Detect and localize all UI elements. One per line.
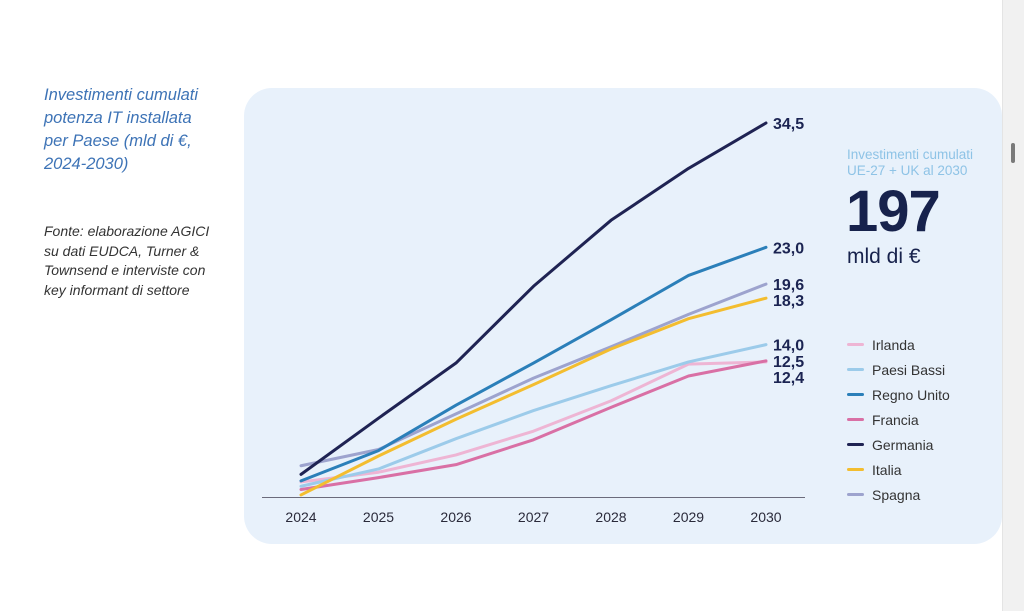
- value-label-italia: 18,3: [773, 293, 804, 310]
- value-label-regno-unito: 23,0: [773, 240, 804, 257]
- legend-label: Germania: [872, 436, 934, 453]
- legend-item-germania: Germania: [847, 432, 950, 457]
- series-line-italia: [299, 296, 768, 497]
- legend-swatch: [847, 493, 864, 496]
- legend-item-irlanda: Irlanda: [847, 332, 950, 357]
- legend-label: Irlanda: [872, 336, 915, 353]
- value-label-spagna: 19,6: [773, 277, 804, 294]
- legend-item-italia: Italia: [847, 457, 950, 482]
- series-line-paesi-bassi: [299, 343, 768, 488]
- x-axis-ticks: 2024 2025 2026 2027 2028 2029 2030: [285, 509, 781, 525]
- legend-item-francia: Francia: [847, 407, 950, 432]
- chart-source-note: Fonte: elaborazione AGICI su dati EUDCA,…: [44, 223, 210, 298]
- page-scrollbar[interactable]: [1002, 0, 1024, 611]
- kpi-unit: mld di €: [847, 245, 921, 268]
- legend-swatch: [847, 443, 864, 446]
- chart-legend: Irlanda Paesi Bassi Regno Unito Francia Germ…: [847, 332, 950, 507]
- legend-label: Regno Unito: [872, 386, 950, 403]
- series-line-francia: [299, 359, 768, 492]
- kpi-label: Investimenti cumulati UE-27 + UK al 2030: [847, 147, 974, 178]
- legend-swatch: [847, 393, 864, 396]
- value-label-irlanda: 12,4: [773, 370, 804, 387]
- value-label-francia: 12,5: [773, 354, 804, 371]
- legend-swatch: [847, 343, 864, 346]
- x-tick-label: 2028: [595, 509, 626, 525]
- legend-item-spagna: Spagna: [847, 482, 950, 507]
- legend-swatch: [847, 368, 864, 371]
- series-line-irlanda: [299, 360, 768, 484]
- line-chart: 2024 2025 2026 2027 2028 2029 2030 34,5 23,0 19,…: [262, 116, 805, 525]
- value-label-paesi-bassi: 14,0: [773, 338, 804, 355]
- series-lines: [299, 121, 768, 497]
- x-tick-label: 2024: [285, 509, 316, 525]
- x-tick-label: 2029: [673, 509, 704, 525]
- series-line-regno-unito: [299, 245, 768, 483]
- chart-title: Investimenti cumulati potenza IT install…: [44, 86, 199, 173]
- legend-item-regno-unito: Regno Unito: [847, 382, 950, 407]
- end-value-labels: 34,5 23,0 19,618,3 14,012,512,4: [773, 116, 804, 387]
- legend-label: Italia: [872, 461, 902, 478]
- x-tick-label: 2027: [518, 509, 549, 525]
- legend-swatch: [847, 468, 864, 471]
- legend-label: Francia: [872, 411, 919, 428]
- legend-swatch: [847, 418, 864, 421]
- legend-item-paesi-bassi: Paesi Bassi: [847, 357, 950, 382]
- value-label-germania: 34,5: [773, 116, 804, 133]
- chart-card: [244, 88, 1002, 544]
- legend-label: Spagna: [872, 486, 921, 503]
- x-tick-label: 2025: [363, 509, 394, 525]
- scrollbar-thumb[interactable]: [1011, 143, 1015, 163]
- x-tick-label: 2026: [440, 509, 471, 525]
- kpi-value: 197: [846, 179, 941, 244]
- x-tick-label: 2030: [750, 509, 781, 525]
- series-line-germania: [299, 121, 768, 476]
- legend-label: Paesi Bassi: [872, 361, 946, 378]
